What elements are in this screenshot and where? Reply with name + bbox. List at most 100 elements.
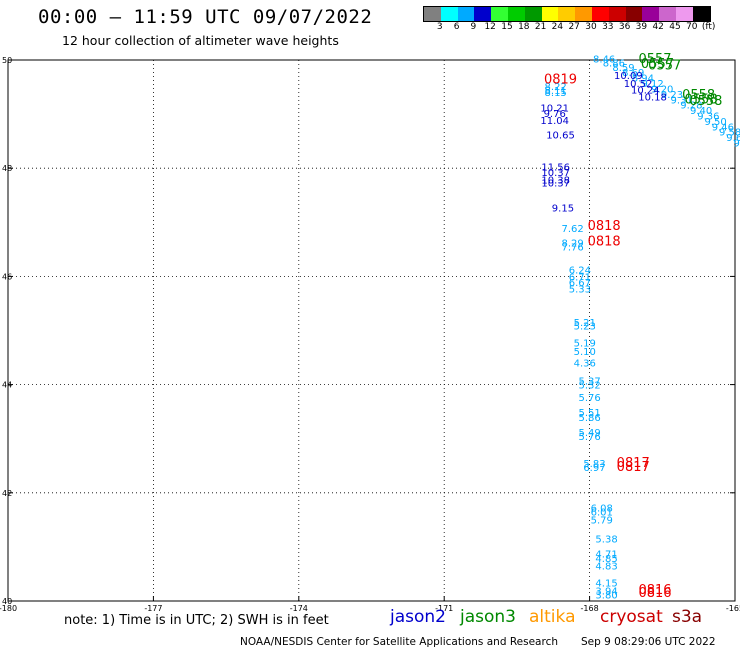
colorbar-label: 45 (669, 22, 681, 32)
colorbar-swatch (474, 7, 492, 21)
wave-height-label: 3.80 (595, 590, 617, 601)
y-tick-label: 44 (2, 381, 12, 390)
wave-height-label: 6.67 (569, 278, 591, 289)
colorbar-label: 21 (534, 22, 547, 32)
wave-height-label: 5.83 (583, 459, 605, 470)
wave-height-label: 4.85 (595, 554, 617, 565)
wave-height-label: 5.33 (569, 285, 591, 296)
wave-height-label: 10.18 (638, 93, 667, 104)
x-tick-label: -165 (726, 604, 740, 613)
pass-time-label: 0557 (638, 52, 671, 67)
wave-height-label: 10.52 (624, 79, 653, 90)
pass-time-label: 0818 (588, 219, 621, 234)
colorbar-label: 30 (585, 22, 597, 32)
wave-height-label: 5.86 (578, 413, 600, 424)
wave-height-label: 8.11 (545, 86, 567, 97)
wave-height-label: 9.23 (661, 90, 683, 101)
pass-time-label: 0558 (682, 88, 715, 103)
colorbar-swatch (424, 7, 441, 21)
wave-height-label: 9.15 (552, 203, 574, 214)
colorbar-swatch (575, 7, 592, 21)
page-subtitle: 12 hour collection of altimeter wave hei… (62, 33, 339, 48)
colorbar-swatch (507, 7, 525, 21)
wave-height-label: 10.09 (614, 71, 643, 82)
colorbar-swatch (457, 7, 475, 21)
wave-height-label: 9.31 (671, 95, 693, 106)
x-tick-label: -171 (435, 604, 453, 613)
legend-cryosat: cryosat (600, 607, 663, 627)
wave-height-label: 8.69 (622, 68, 644, 79)
colorbar-label: 15 (501, 22, 513, 32)
y-tick-label: 40 (2, 597, 12, 606)
colorbar-label: 24 (551, 22, 564, 32)
credit-text: NOAA/NESDIS Center for Satellite Applica… (240, 636, 558, 648)
wave-height-label: 9.61 (726, 133, 740, 144)
colorbar-swatch (692, 7, 710, 21)
x-tick-label: -168 (581, 604, 599, 613)
colorbar-swatch (541, 7, 559, 21)
legend-jason2: jason2 (390, 607, 446, 627)
wave-height-label: 3.94 (595, 587, 617, 598)
legend-s3a: s3a (672, 607, 703, 627)
wave-height-label: 5.76 (578, 393, 600, 404)
pass-time-label: 0818 (588, 235, 621, 250)
credit-timestamp: Sep 9 08:29:06 UTC 2022 (581, 636, 716, 648)
colorbar-swatch (659, 7, 676, 21)
pass-time-label: 0557 (641, 57, 674, 72)
wave-height-label: 5.32 (578, 380, 600, 391)
colorbar-swatch (625, 7, 643, 21)
wave-height-label: 7.62 (562, 224, 584, 235)
colorbar-label: 9 (470, 22, 477, 32)
wave-height-label: 11.56 (541, 162, 570, 173)
x-tick-label: -177 (144, 604, 162, 613)
wave-height-label: 8.22 (545, 82, 567, 93)
colorbar-label: 18 (518, 22, 530, 32)
y-tick-label: 42 (2, 489, 12, 498)
wave-height-label: 5.21 (574, 318, 596, 329)
wave-height-label: 5.76 (578, 432, 600, 443)
legend-altika: altika (529, 607, 576, 627)
wave-height-label: 6.71 (569, 273, 591, 284)
pass-time-label: 0817 (617, 460, 650, 475)
colorbar-label: 39 (635, 22, 648, 32)
wave-height-label: 10.38 (541, 175, 570, 186)
wave-height-label: 8.29 (562, 239, 584, 250)
x-tick-label: -174 (290, 604, 308, 613)
colorbar-labels: 3 6 9 12 15 18 21 24 27 30 33 36 39 42 45 70 (ft) (423, 22, 740, 34)
wave-height-label: 10.24 (631, 86, 660, 97)
colorbar-label: 36 (618, 22, 631, 32)
wave-height-label: 10.37 (541, 179, 570, 190)
wave-height-label: 4.15 (595, 578, 617, 589)
wave-height-label: 8.46 (593, 55, 615, 66)
colorbar-label: 33 (602, 22, 614, 32)
pass-time-label: 0558 (689, 94, 722, 109)
wave-height-label: 5.51 (578, 408, 600, 419)
y-tick-label: 46 (2, 272, 12, 281)
wave-height-label: 9.50 (704, 117, 726, 128)
wave-height-label: 9.28 (680, 101, 702, 112)
colorbar-label: (ft) (701, 22, 716, 32)
colorbar-label: 70 (686, 22, 698, 32)
wave-height-label: 8.15 (545, 88, 567, 99)
wave-height-label: 9.12 (641, 79, 663, 90)
wave-height-label: 9.40 (690, 106, 712, 117)
y-tick-label: 50 (2, 56, 12, 65)
wave-height-label: 4.36 (574, 359, 596, 370)
wave-height-label: 5.10 (574, 347, 596, 358)
colorbar-swatch (675, 7, 693, 21)
wave-height-label: 4.71 (595, 550, 617, 561)
legend-jason3: jason3 (460, 607, 516, 627)
wave-height-label: 6.97 (583, 463, 605, 474)
x-tick-label: -180 (0, 604, 17, 613)
colorbar-swatch (491, 7, 508, 21)
wave-height-label: 6.01 (591, 508, 613, 519)
data-layer: 8.468.868.598.698.949.129.209.239.319.28… (540, 52, 740, 601)
pass-time-label: 0816 (638, 586, 671, 601)
wave-height-label: 9.20 (651, 84, 673, 95)
wave-height-label: 9.46 (712, 122, 734, 133)
plot-frame (7, 59, 736, 602)
colorbar-label: 3 (436, 22, 443, 32)
colorbar-swatch (608, 7, 626, 21)
wave-height-label: 9.70 (734, 139, 740, 150)
